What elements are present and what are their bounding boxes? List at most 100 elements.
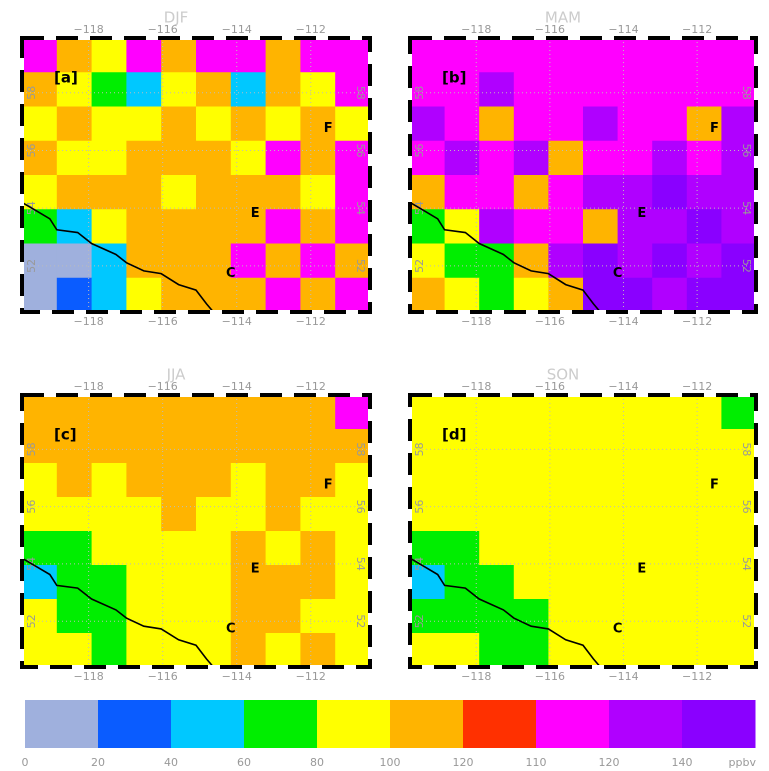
grid-cell xyxy=(686,429,722,464)
grid-cell xyxy=(548,599,584,634)
grid-cell xyxy=(230,395,267,430)
grid-cell xyxy=(686,72,722,107)
grid-cell xyxy=(548,38,584,73)
grid-cell xyxy=(721,599,757,634)
grid-cell xyxy=(126,175,162,210)
grid-cell xyxy=(444,277,480,313)
grid-cell xyxy=(335,531,371,566)
grid-cell xyxy=(265,209,301,244)
site-label: E xyxy=(251,562,260,577)
grid-cell xyxy=(513,565,549,600)
grid-cell xyxy=(161,106,197,142)
lat-tick-label: 56 xyxy=(413,143,426,157)
grid-cell xyxy=(548,395,584,430)
lon-tick-label: −114 xyxy=(608,670,638,683)
grid-cell xyxy=(300,599,336,634)
grid-cell xyxy=(56,565,93,600)
frame xyxy=(408,36,758,314)
grid-cell xyxy=(335,277,371,313)
grid-cell xyxy=(652,463,688,498)
frame xyxy=(408,393,758,669)
grid-cell xyxy=(196,140,232,176)
grid-cell xyxy=(91,599,127,634)
grid-cell xyxy=(721,38,757,73)
grid-cell xyxy=(161,277,197,313)
grid-cell xyxy=(410,633,446,668)
grid-cell xyxy=(686,106,722,142)
grid-cell xyxy=(91,531,127,566)
grid-cell xyxy=(410,599,446,634)
grid-cell xyxy=(265,106,301,142)
panel-title: SON xyxy=(547,366,580,384)
grid-cell xyxy=(230,72,267,107)
grid-cell xyxy=(196,463,232,498)
grid-cell xyxy=(265,277,301,313)
grid-cell xyxy=(479,565,515,600)
grid-cell xyxy=(196,106,232,142)
grid-cell xyxy=(335,72,371,107)
colorbar-box xyxy=(536,700,610,748)
grid-cell xyxy=(91,72,127,107)
grid-cell xyxy=(721,429,757,464)
grid-cell xyxy=(652,565,688,600)
grid-cell xyxy=(686,277,722,313)
grid-cell xyxy=(686,175,722,210)
grid-cell xyxy=(22,531,58,566)
grid-cell xyxy=(548,531,584,566)
grid-cell xyxy=(652,531,688,566)
grid-cell xyxy=(22,140,58,176)
grid-cell xyxy=(56,209,93,244)
grid-cell xyxy=(721,497,757,532)
grid-cell xyxy=(686,633,722,668)
grid-cell xyxy=(196,243,232,279)
grid-cell xyxy=(56,106,93,142)
colorbar-tick-label: 110 xyxy=(526,756,547,769)
grid-cell xyxy=(335,633,371,668)
colorbar-tick-label: 40 xyxy=(164,756,178,769)
grid-cell xyxy=(617,633,653,668)
grid-cell xyxy=(583,599,619,634)
lon-tick-label: −112 xyxy=(296,380,326,393)
grid-cell xyxy=(56,72,93,107)
grid-cell xyxy=(196,277,232,313)
colorbar-tick-label: 20 xyxy=(91,756,105,769)
grid-cell xyxy=(230,38,267,73)
grid-cell xyxy=(126,565,162,600)
site-label: F xyxy=(324,121,333,136)
lon-tick-label: −116 xyxy=(148,380,178,393)
grid-cell xyxy=(56,38,93,73)
grid-cell xyxy=(513,72,549,107)
grid-cell xyxy=(300,277,336,313)
grid-cell xyxy=(548,209,584,244)
grid-cell xyxy=(196,175,232,210)
grid-cell xyxy=(91,277,127,313)
grid-cell xyxy=(583,395,619,430)
lat-tick-label: 52 xyxy=(25,259,38,273)
lat-tick-label: 58 xyxy=(413,442,426,456)
grid-cell xyxy=(56,277,93,313)
lon-tick-label: −116 xyxy=(148,23,178,36)
grid-cell xyxy=(583,277,619,313)
grid-cell xyxy=(265,463,301,498)
grid-cell xyxy=(265,38,301,73)
grid-cell xyxy=(410,38,446,73)
lat-tick-label: 58 xyxy=(25,86,38,100)
lat-tick-label: 58 xyxy=(354,442,367,456)
grid-cell xyxy=(300,38,336,73)
grid-cell xyxy=(196,395,232,430)
frame xyxy=(20,393,372,669)
grid-cell xyxy=(126,463,162,498)
grid-cell xyxy=(56,140,93,176)
grid-cell xyxy=(161,140,197,176)
panel-title: JJA xyxy=(166,366,187,384)
grid-cell xyxy=(22,633,58,668)
grid-cell xyxy=(22,106,58,142)
grid-cell xyxy=(479,633,515,668)
grid-cell xyxy=(617,72,653,107)
grid-cell xyxy=(230,243,267,279)
grid-cell xyxy=(583,209,619,244)
grid-cell xyxy=(479,277,515,313)
colorbar-tick-label: 100 xyxy=(380,756,401,769)
lon-tick-label: −112 xyxy=(682,670,712,683)
